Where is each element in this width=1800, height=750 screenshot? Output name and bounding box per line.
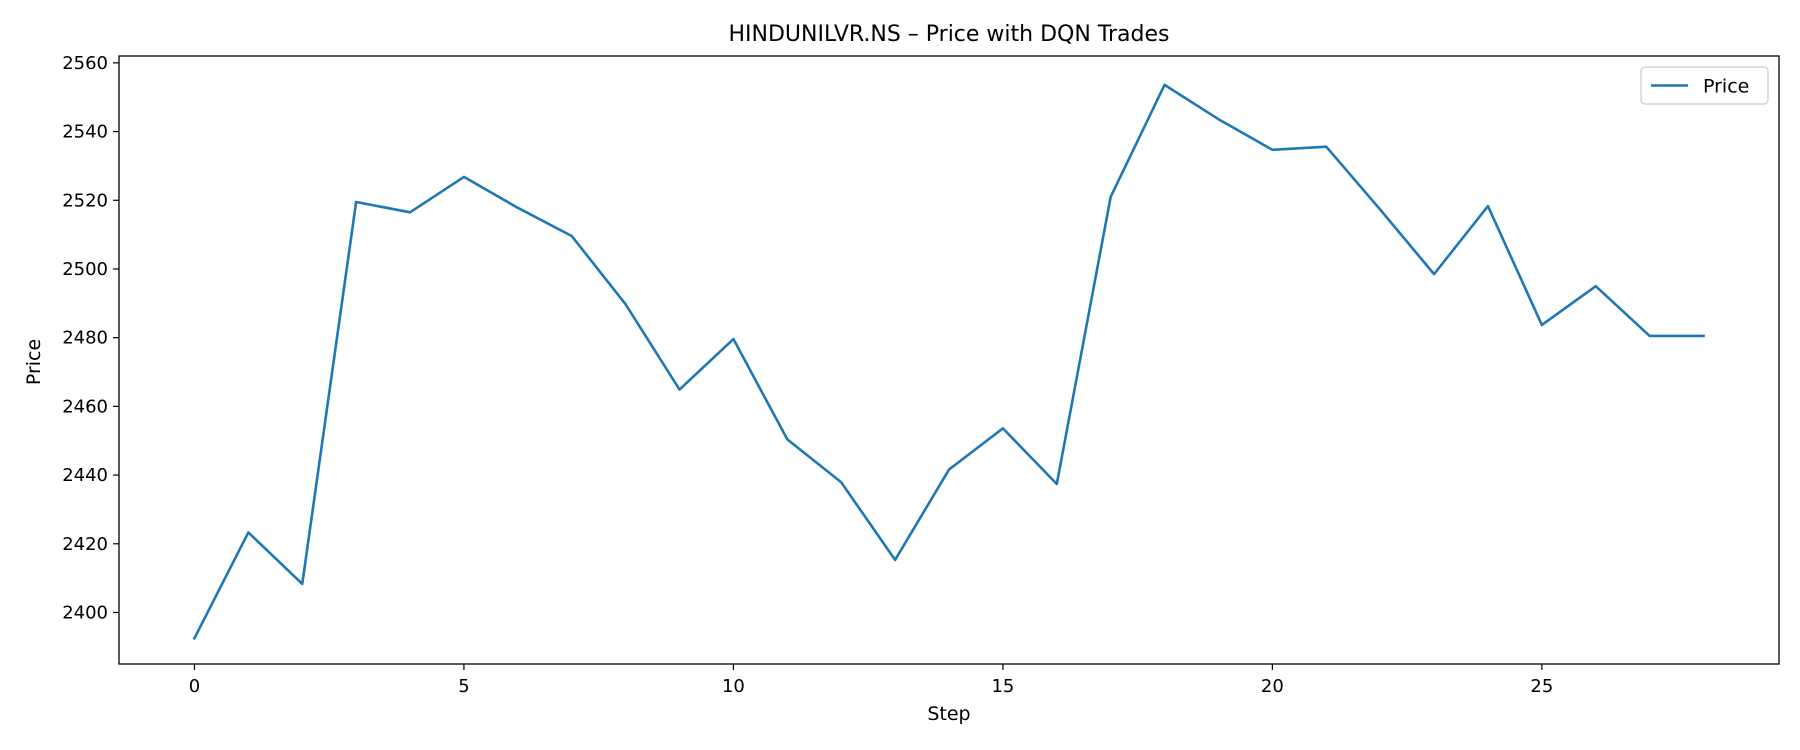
y-tick-label: 2400 — [62, 602, 108, 623]
legend-box — [1640, 66, 1769, 105]
chart-title: HINDUNILVR.NS – Price with DQN Trades — [729, 22, 1170, 47]
x-tick-label: 25 — [1530, 676, 1553, 697]
y-tick-label: 2440 — [62, 465, 108, 486]
x-tick-label: 15 — [991, 676, 1014, 697]
axes-frame — [118, 55, 1780, 665]
plot-area: 0 5 10 15 20 25 2400 2420 2440 2460 2480 2500 2520 25… — [62, 53, 1780, 697]
x-tick-label: 10 — [722, 676, 745, 697]
y-tick-label: 2460 — [62, 396, 108, 417]
x-tick-label: 0 — [189, 676, 200, 697]
x-tick-label: 5 — [458, 676, 469, 697]
y-tick-label: 2420 — [62, 534, 108, 555]
y-tick-label: 2500 — [62, 259, 108, 280]
y-tick-label: 2480 — [62, 328, 108, 349]
y-tick-label: 2520 — [62, 190, 108, 211]
y-tick-label: 2560 — [62, 53, 108, 74]
x-axis-label: Step — [927, 703, 970, 725]
legend: Price — [1640, 66, 1769, 105]
y-axis-label: Price — [23, 339, 45, 385]
x-tick-label: 20 — [1261, 676, 1284, 697]
legend-label: Price — [1703, 76, 1749, 98]
price-series-line — [192, 83, 1705, 640]
y-tick-label: 2540 — [62, 122, 108, 143]
